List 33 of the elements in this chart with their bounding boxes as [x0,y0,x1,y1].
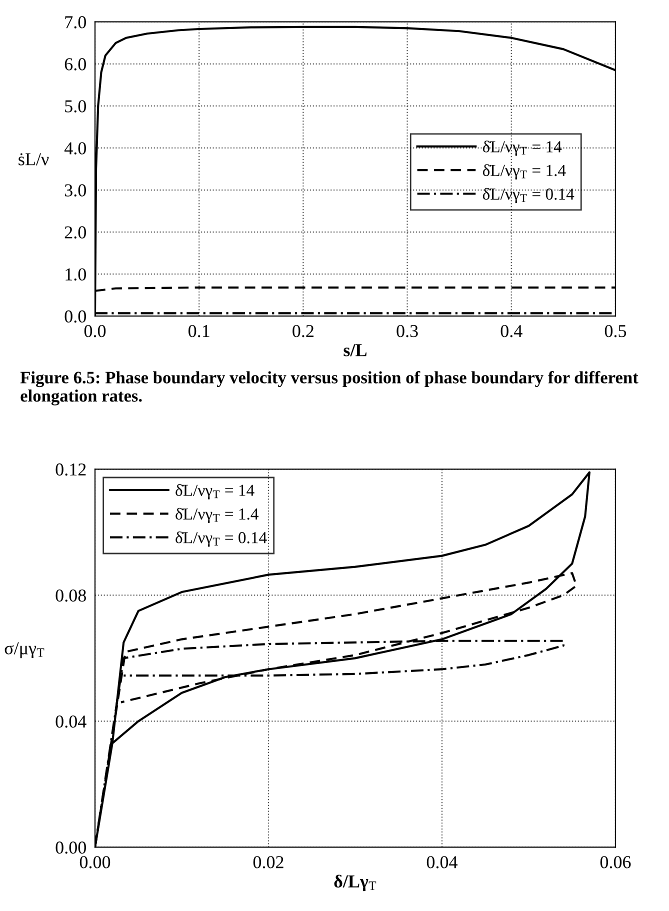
y-tick-label: 4.0 [64,142,86,154]
y-tick-label: 0.00 [56,841,86,854]
x-tick-label: 0.00 [80,856,110,868]
legend-label: δ̇L/νγ$_{T}$ = 0.14 [176,532,267,547]
x-tick-label: 0.06 [600,856,631,868]
y-tick-label: 7.0 [65,16,86,28]
legend-label: δ̇L/νγ$_{T}$ = 14 [176,484,254,500]
y-tick-label: 5.0 [65,100,86,112]
y-tick-label: 0.04 [56,715,86,728]
x-tick-label: 0.2 [292,324,314,338]
y-tick-label: 3.0 [64,184,86,197]
legend-label: δ̇L/νγ$_{T}$ = 0.14 [482,188,574,204]
x-tick-label: 0.0 [84,324,106,338]
y-tick-label: 0.08 [56,589,86,602]
x-axis-title: δ/Lγ$_{T}$ [334,874,376,892]
y-axis-title: ṡL/ν [18,153,49,166]
x-tick-label: 0.5 [604,324,626,338]
y-tick-label: 2.0 [64,226,86,239]
y-tick-label: 0.0 [64,310,86,323]
y-axis-title: σ/μγ$_{T}$ [4,642,44,658]
y-tick-label: 6.0 [64,58,86,70]
x-axis-title: s/L [344,344,367,356]
caption: Figure 6.5: Phase boundary velocity versus position of phase boundary for different elongation rates. [20,371,638,406]
x-tick-label: 0.1 [188,324,210,338]
x-tick-label: 0.04 [426,856,458,868]
legend-label: δ̇L/νγ$_{T}$ = 1.4 [482,164,566,180]
legend-label: δ̇L/νγ$_{T}$ = 1.4 [176,508,259,524]
y-tick-label: 1.0 [66,268,86,281]
x-tick-label: 0.4 [500,324,522,338]
x-tick-label: 0.02 [253,856,284,868]
legend-label: δ̇L/νγ$_{T}$ = 14 [482,140,562,156]
y-tick-label: 0.12 [56,463,86,476]
x-tick-label: 0.3 [396,324,418,338]
